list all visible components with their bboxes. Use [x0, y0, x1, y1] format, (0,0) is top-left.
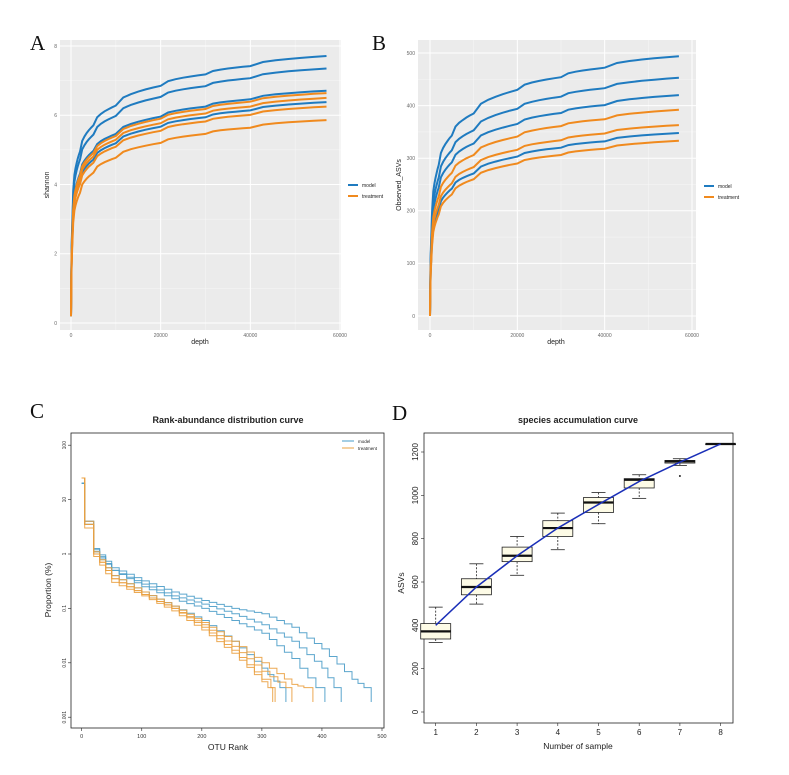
panel-d-ytick-label: 1000 — [411, 486, 420, 504]
panel-label-b: B — [372, 31, 386, 55]
panel-b-series-line-model — [429, 94, 679, 317]
panel-c-ytick-label: 0.001 — [62, 711, 68, 724]
panel-d-ytick-label: 1200 — [411, 443, 420, 461]
panel-d-xtick-label: 1 — [433, 728, 438, 737]
panel-a-ytick-label: 4 — [54, 182, 57, 188]
panel-a-ytick-label: 2 — [54, 252, 57, 258]
panel-d-ytick-label: 800 — [411, 531, 420, 545]
panel-d-ytick-label: 400 — [411, 618, 420, 632]
panel-a-ytick-label: 8 — [54, 44, 57, 50]
panel-a-xtick-label: 20000 — [154, 333, 168, 339]
panel-d-xtick-label: 6 — [637, 728, 642, 737]
panel-b-legend-label-treatment: treatment — [718, 195, 740, 201]
panel-c-ytick-label: 0.1 — [62, 605, 68, 612]
panel-d-xtick-label: 4 — [556, 728, 561, 737]
panel-c-xlabel: OTU Rank — [208, 742, 249, 752]
panel-a-series-line-treatment — [70, 105, 327, 317]
panel-a-series-line-treatment — [70, 96, 327, 317]
panel-a-ylabel: shannon — [44, 171, 51, 198]
panel-d-xtick-label: 5 — [596, 728, 601, 737]
panel-b-ytick-label: 400 — [407, 103, 416, 109]
panel-d-xtick-label: 3 — [515, 728, 520, 737]
panel-a-series-line-treatment — [70, 119, 327, 317]
panel-c-title: Rank-abundance distribution curve — [152, 415, 303, 425]
panel-a-series-line-model — [70, 55, 327, 317]
panel-b-ylabel: Observed_ASVs — [396, 159, 403, 211]
panel-c-series-line-treatment — [81, 477, 276, 702]
panel-c-legend-label-model: model — [358, 439, 370, 444]
panel-b-xtick-label: 0 — [429, 333, 432, 339]
panel-a-legend-label-treatment: treatment — [362, 194, 384, 200]
panel-c-xtick-label: 500 — [377, 734, 386, 740]
panel-b-series-line-model — [429, 55, 679, 317]
panel-label-a: A — [30, 31, 46, 55]
panel-d-xtick-label: 2 — [474, 728, 479, 737]
panel-a-ytick-label: 6 — [54, 113, 57, 119]
panel-b-ytick-label: 300 — [407, 156, 416, 162]
panel-c-xtick-label: 200 — [197, 734, 206, 740]
panel-d-title: species accumulation curve — [518, 415, 638, 425]
panel-d-ytick-label: 200 — [411, 661, 420, 675]
panel-d-xtick-label: 7 — [678, 728, 683, 737]
panel-b-legend-label-model: model — [718, 184, 732, 190]
panel-a-xtick-label: 40000 — [243, 333, 257, 339]
panel-d-plot-frame — [423, 432, 734, 724]
panel-a-xtick-label: 0 — [70, 333, 73, 339]
panel-b-xlabel: depth — [547, 339, 565, 346]
panel-c-series-line-treatment — [81, 477, 293, 702]
panel-a-ytick-label: 0 — [54, 321, 57, 327]
panel-c-xtick-label: 0 — [80, 734, 83, 740]
panel-d-xtick-label: 8 — [718, 728, 723, 737]
panel-b-panel-background — [418, 40, 696, 330]
panel-c-series-line-model — [81, 482, 287, 702]
panel-label-c: C — [30, 399, 44, 423]
panel-b-ytick-label: 500 — [407, 51, 416, 57]
panel-b-series-line-treatment — [429, 108, 679, 317]
panel-b-xtick-label: 40000 — [598, 333, 612, 339]
panel-a-legend-label-model: model — [362, 183, 376, 189]
panel-c-series-line-model — [81, 482, 326, 702]
panel-c-xtick-label: 300 — [257, 734, 266, 740]
panel-b-series-line-treatment — [429, 124, 679, 317]
panel-b-ytick-label: 100 — [407, 261, 416, 267]
panel-d-outlier-point — [678, 475, 681, 478]
panel-label-d: D — [392, 401, 407, 425]
panel-b-ytick-label: 200 — [407, 209, 416, 215]
panel-c-series-line-treatment — [81, 477, 314, 702]
panel-c-series-line-model — [81, 482, 342, 702]
panel-c-xtick-label: 100 — [137, 734, 146, 740]
panel-d-accumulation-line — [435, 443, 721, 626]
panel-c-ytick-label: 0.01 — [62, 658, 68, 668]
panel-a-xtick-label: 60000 — [333, 333, 347, 339]
panel-d-xlabel: Number of sample — [543, 741, 613, 751]
panel-c-ylabel: Proportion (%) — [43, 562, 53, 617]
panel-b-series-line-model — [429, 76, 679, 317]
panel-c-series-line-treatment — [81, 477, 274, 702]
panel-b-xtick-label: 60000 — [685, 333, 699, 339]
panel-a-xlabel: depth — [191, 339, 209, 346]
panel-c-ytick-label: 10 — [62, 497, 68, 503]
panel-c-ytick-label: 1 — [62, 552, 68, 555]
panel-b-xtick-label: 20000 — [510, 333, 524, 339]
panel-c-legend-label-treatment: treatment — [358, 446, 378, 451]
panel-c-xtick-label: 400 — [317, 734, 326, 740]
panel-d-ytick-label: 0 — [411, 709, 420, 714]
panel-b-series-line-treatment — [429, 139, 679, 317]
panel-a-series-line-model — [70, 67, 327, 317]
panel-c-ytick-label: 100 — [62, 441, 68, 450]
panel-c-plot-frame — [70, 432, 385, 729]
panel-d-ylabel: ASVs — [396, 572, 406, 593]
panel-d-ytick-label: 600 — [411, 575, 420, 589]
panel-b-ytick-label: 0 — [412, 314, 415, 320]
panel-c-series-line-model — [81, 482, 372, 702]
